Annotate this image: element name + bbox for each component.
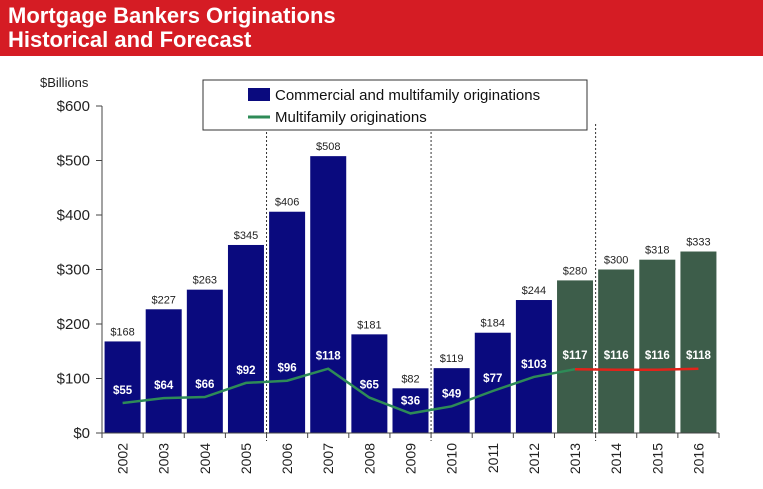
line-value-label: $66 [195,379,214,391]
bar-value-label: $119 [440,353,464,365]
bar-2015 [639,259,676,433]
y-tick-label: $600 [57,98,90,115]
x-tick-label: 2016 [690,443,706,474]
y-tick-label: $300 [57,262,90,279]
line-value-label: $65 [360,380,380,392]
x-tick-label: 2002 [115,443,131,474]
bar-2016 [680,251,717,433]
bar-2007 [310,156,347,433]
bar-value-label: $300 [604,255,628,267]
x-tick-label: 2003 [156,443,172,474]
legend-label-commercial: Commercial and multifamily originations [275,87,540,104]
bar-value-label: $244 [522,285,546,297]
bar-value-label: $168 [110,326,134,338]
line-value-label: $36 [401,395,420,407]
bar-value-label: $280 [563,265,587,277]
bar-value-label: $345 [234,230,258,242]
bar-value-label: $333 [686,237,710,249]
chart-title-line1: Mortgage Bankers Originations [8,3,336,28]
bar-2008 [351,334,388,433]
line-value-label: $117 [563,350,588,362]
legend-swatch-commercial [248,88,270,101]
bar-2013 [557,280,594,433]
y-tick-label: $100 [57,371,90,388]
bar-value-label: $184 [481,318,505,330]
y-tick-label: $200 [57,316,90,333]
grid-layer [266,124,597,441]
line-value-label: $118 [686,350,712,362]
line-value-label: $64 [154,380,174,392]
x-tick-label: 2010 [444,443,460,474]
y-axis-unit-label: $Billions [40,75,89,90]
bar-2012 [515,300,552,433]
line-value-label: $92 [236,365,255,377]
x-tick-label: 2013 [567,443,583,474]
line-value-label: $116 [645,350,670,362]
x-tick-label: 2005 [238,443,254,474]
x-tick-label: 2006 [279,443,295,474]
y-tick-label: $400 [57,207,90,224]
axis-layer: $0 $100 $200 $300 $400 $500 $600 2002 2003 2004 20… [57,98,720,474]
bar-value-label: $181 [357,319,381,331]
x-tick-label: 2015 [649,443,665,474]
bar-2003 [145,309,182,433]
x-tick-label: 2011 [485,443,501,473]
line-value-label: $49 [442,388,461,400]
bar-value-label: $263 [193,275,217,287]
bar-value-label: $82 [401,373,419,385]
line-value-label: $55 [113,385,133,397]
line-value-label: $116 [604,350,629,362]
multifamily-line-forecast [574,367,699,372]
bar-value-label: $318 [645,245,669,257]
labels-layer: $168 $227 $263 $345 $406 $508 $181 $82 $119 $184 $… [110,141,711,407]
title-banner: Mortgage Bankers Originations Historical… [0,0,763,56]
multifamily-line-historical [122,367,576,415]
bar-value-label: $508 [316,141,340,153]
legend-label-multifamily: Multifamily originations [275,109,427,126]
bar-2004 [186,289,223,433]
legend: Commercial and multifamily originations … [202,79,588,131]
x-tick-label: 2007 [320,443,336,474]
line-value-label: $77 [483,373,502,385]
x-tick-label: 2008 [361,443,377,474]
bar-2011 [474,332,511,433]
bars-layer [104,156,717,433]
y-tick-label: $0 [73,425,90,442]
bar-value-label: $406 [275,197,299,209]
bar-2006 [269,211,306,433]
x-tick-label: 2012 [526,443,542,474]
x-tick-label: 2014 [608,443,624,474]
bar-2002 [104,341,141,433]
x-tick-label: 2004 [197,443,213,474]
chart-title-line2: Historical and Forecast [8,27,252,52]
line-value-label: $118 [316,351,342,363]
bar-2005 [227,244,264,433]
y-tick-label: $500 [57,153,90,170]
line-value-label: $103 [521,359,547,371]
x-tick-label: 2009 [403,443,419,474]
bar-value-label: $227 [151,294,175,306]
line-value-label: $96 [278,363,297,375]
line-layer [122,367,699,415]
bar-2014 [598,269,635,433]
